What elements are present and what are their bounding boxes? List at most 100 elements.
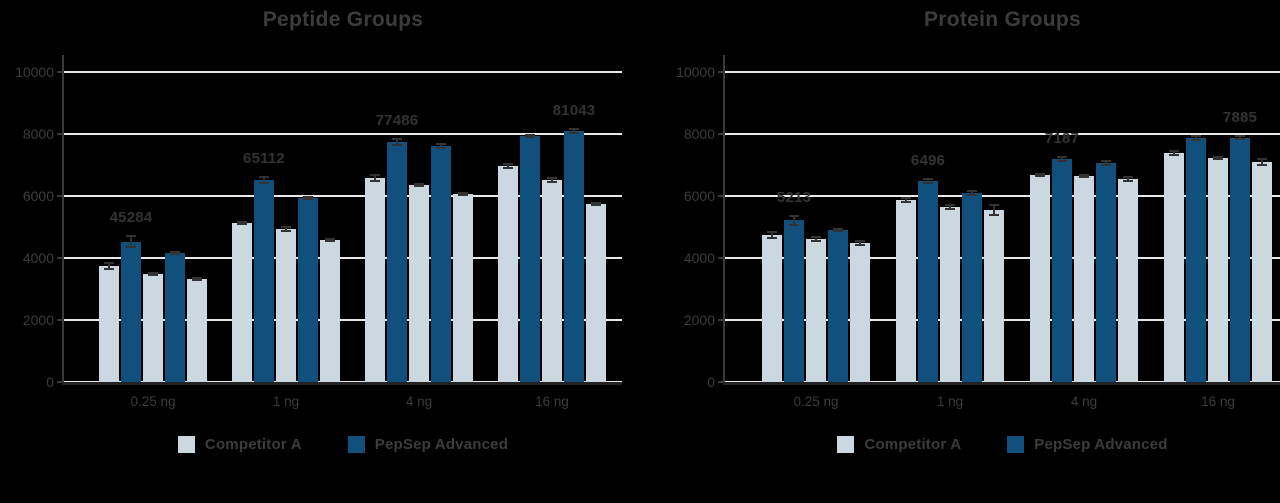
bar-competitor-a [1118,179,1138,382]
error-bar-cap-top [1035,172,1045,175]
error-bar-line [859,241,861,246]
gridline-8000 [725,133,1280,135]
error-bar-cap-bottom [303,197,313,200]
error-bar-cap-bottom [281,229,291,232]
bar-value-label: 81043 [552,101,596,119]
x-axis-line [62,382,622,385]
error-bar-cap-top [436,142,446,145]
y-tick-label-0: 0 [46,374,54,390]
error-bar-cap-top [148,272,158,275]
bar-value-label: 45284 [109,209,153,227]
error-bar-line [837,228,839,232]
y-tick-label-0: 0 [707,374,715,390]
plot-area: 0 2000 4000 6000 8000 10000 5213 0.25 ng 6496 1 n… [640,0,1280,503]
error-bar-line [1127,177,1129,181]
error-bar-cap-top [458,191,468,194]
error-bar-cap-top [967,189,977,192]
bar-pepsep-advanced [828,230,848,382]
error-bar-cap-bottom [945,207,955,210]
bar-competitor-a [232,222,252,382]
error-bar-line [793,215,795,226]
bar-pepsep-advanced [564,130,584,382]
error-bar-line [1083,174,1085,178]
error-bar-cap-top [281,226,291,229]
error-bar-cap-top [767,231,777,234]
bar-competitor-a [276,228,296,382]
error-bar-line [507,164,509,168]
error-bar-cap-top [1101,159,1111,162]
error-bar-cap-top [591,201,601,204]
error-bar-line [971,190,973,195]
error-bar-line [1105,160,1107,166]
y-tick-label-2000: 2000 [22,312,54,328]
legend-item-pepsep-advanced: PepSep Advanced [347,436,508,453]
bar-pepsep-advanced [431,145,451,382]
error-bar-cap-bottom [414,185,424,188]
error-bar-line [949,205,951,209]
error-bar-line [285,227,287,231]
bar-competitor-a [365,178,385,382]
bar-competitor-a [187,279,207,382]
x-tick-label-1-ng: 1 ng [936,394,964,409]
error-bar-cap-top [192,277,202,280]
y-tick-label-6000: 6000 [22,188,54,204]
y-tick-4000 [57,257,64,259]
error-bar-cap-top [901,197,911,200]
bar-competitor-a [1030,174,1050,382]
bar-pepsep-advanced [962,192,982,382]
bar-competitor-a [1074,176,1094,382]
error-bar-cap-bottom [1257,163,1267,166]
x-tick-label-16-ng: 16 ng [535,394,569,409]
bar-competitor-a [806,238,826,382]
error-bar-line [108,263,110,269]
legend-swatch-pepsep-advanced [347,436,365,453]
bar-value-label: 7885 [1222,108,1258,126]
error-bar-cap-bottom [767,236,777,239]
gridline-10000 [64,71,622,73]
legend-swatch-competitor-a [177,436,195,453]
bar-competitor-a [984,210,1004,382]
chart-title: Peptide Groups [262,8,424,31]
y-tick-2000 [718,319,725,321]
x-tick-label-16-ng: 16 ng [1201,394,1235,409]
legend-item-pepsep-advanced: PepSep Advanced [1007,436,1167,453]
error-bar-cap-top [525,133,535,136]
error-bar-line [1039,173,1041,177]
error-bar-cap-bottom [547,180,557,183]
legend-label-pepsep-advanced: PepSep Advanced [1034,436,1168,453]
error-bar-cap-bottom [1213,158,1223,161]
x-tick-label-4-ng: 4 ng [405,394,433,409]
error-bar-cap-bottom [967,193,977,196]
x-axis-line [723,382,1280,385]
bar-pepsep-advanced [520,135,540,382]
error-bar-line [462,192,464,196]
error-bar-cap-bottom [259,181,269,184]
y-tick-8000 [57,133,64,135]
gridline-10000 [725,71,1280,73]
gridline-2000 [64,319,622,321]
error-bar-line [396,138,398,145]
bar-pepsep-advanced [298,197,318,382]
y-tick-6000 [57,195,64,197]
error-bar-line [595,202,597,206]
error-bar-line [815,237,817,241]
bar-pepsep-advanced [1096,162,1116,382]
error-bar-cap-top [547,177,557,180]
bar-competitor-a [143,274,163,382]
error-bar-line [993,205,995,215]
error-bar-cap-top [989,204,999,207]
bar-pepsep-advanced [1186,137,1206,382]
legend-label-competitor-a: Competitor A [204,436,302,453]
error-bar-cap-top [1123,176,1133,179]
error-bar-cap-bottom [1101,164,1111,167]
error-bar-line [152,273,154,276]
error-bar-cap-top [370,173,380,176]
error-bar-line [927,178,929,183]
bar-competitor-a [586,203,606,382]
error-bar-cap-top [1191,135,1201,138]
error-bar-line [1217,156,1219,160]
y-tick-0 [718,381,725,383]
error-bar-cap-bottom [126,245,136,248]
bar-pepsep-advanced [165,253,185,382]
